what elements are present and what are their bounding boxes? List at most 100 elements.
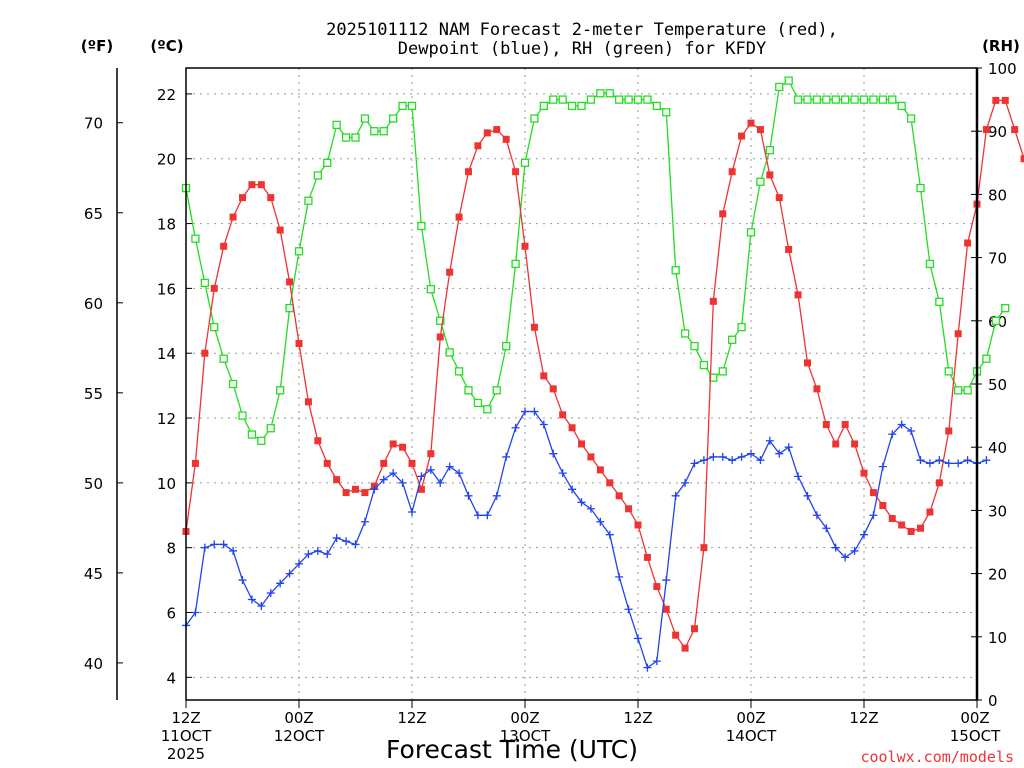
dewpoint-point [549, 449, 558, 458]
temperature-point [455, 213, 463, 221]
rh-point [1001, 304, 1010, 313]
axes: 40 45 50 55 60 65 70 4 6 8 10 12 14 16 18 20 22 0 10 20 30 40… [84, 60, 1017, 763]
dewpoint-point [586, 504, 595, 513]
temperature-point [286, 278, 294, 286]
rh-point [228, 379, 238, 389]
temperature-point [766, 171, 774, 179]
rh-point [238, 411, 247, 420]
temperature-point [304, 398, 312, 406]
dewpoint-point [455, 469, 464, 478]
temperature-point [540, 372, 548, 380]
temperature-point [615, 492, 623, 500]
dewpoint-point [577, 498, 586, 507]
temperature-point [530, 323, 538, 331]
rh-point [954, 386, 963, 395]
celsius-unit-label: (ºC) [150, 37, 183, 55]
celsius-tick-label: 20 [157, 151, 176, 169]
dewpoint-point [643, 663, 652, 672]
celsius-tick-label: 18 [157, 216, 176, 234]
dewpoint-point [539, 420, 548, 429]
x-tick-label: 15OCT [950, 727, 1001, 745]
dewpoint-point [473, 511, 482, 520]
dewpoint-point [671, 491, 680, 500]
rh-point [473, 398, 483, 408]
x-tick-label: 12OCT [274, 727, 325, 745]
fahrenheit-tick-label: 40 [84, 655, 103, 673]
temperature-point [662, 605, 670, 613]
rh-point [869, 95, 878, 104]
fahrenheit-tick-label: 65 [84, 205, 103, 223]
rh-point [671, 266, 680, 275]
dewpoint-point [709, 452, 718, 461]
rh-tick-label: 20 [988, 566, 1007, 584]
dewpoint-point [483, 511, 492, 520]
dewpoint-point [285, 569, 294, 578]
rh-tick-label: 30 [988, 502, 1007, 520]
dewpoint-point [342, 537, 351, 546]
temperature-point [681, 644, 689, 652]
plot-frame [185, 67, 979, 701]
dewpoint-point [869, 511, 878, 520]
rh-point [888, 95, 897, 104]
temperature-point [502, 135, 510, 143]
dewpoint-point [681, 478, 690, 487]
temperature-point [860, 469, 868, 477]
rh-point [935, 297, 944, 306]
rh-point [633, 95, 643, 104]
chart-title-line2: Dewpoint (blue), RH (green) for KFDY [398, 39, 766, 59]
rh-point [859, 95, 869, 104]
x-tick-label: 11OCT [161, 727, 212, 745]
rh-point [652, 101, 661, 111]
dewpoint-point [624, 605, 633, 614]
x-tick-label: 12Z [623, 709, 652, 727]
rh-point [294, 247, 304, 256]
temperature-point [512, 168, 520, 176]
rh-point [803, 95, 812, 104]
x-tick-label: 00Z [736, 709, 765, 727]
dewpoint-point [389, 469, 398, 478]
dewpoint-point [756, 456, 765, 465]
rh-point [285, 304, 294, 313]
rh-point [200, 278, 209, 288]
temperature-point [521, 242, 529, 250]
dewpoint-point [313, 546, 322, 555]
rh-point [737, 322, 746, 332]
temperature-point [465, 168, 472, 176]
dewpoint-point [718, 452, 727, 461]
rh-point [417, 221, 426, 231]
temperature-point [869, 489, 877, 497]
dewpoint-point [200, 543, 209, 552]
temperature-point [1001, 96, 1009, 104]
rh-point [690, 341, 699, 351]
rh-point [643, 95, 652, 104]
temperature-point [210, 284, 218, 292]
rh-point [483, 405, 492, 414]
rh-point [982, 354, 991, 363]
temperature-point [954, 330, 962, 338]
dewpoint-point [850, 546, 859, 555]
rh-point [944, 367, 953, 376]
dewpoint-point [916, 456, 925, 465]
rh-point [454, 367, 464, 376]
rh-point [464, 386, 473, 395]
temperature-point [992, 96, 1000, 104]
x-tick-label: 00Z [510, 709, 539, 727]
dewpoint-point [596, 517, 605, 526]
dewpoint-point [521, 407, 529, 416]
dewpoint-point [803, 491, 812, 500]
fahrenheit-tick-label: 50 [84, 475, 103, 493]
rh-point [445, 348, 454, 357]
rh-point [436, 316, 445, 325]
temperature-point [747, 119, 755, 127]
temperature-point [907, 527, 915, 535]
dewpoint-point [822, 524, 831, 533]
dewpoint-point [436, 478, 445, 487]
rh-point [812, 95, 822, 104]
rh-point [718, 367, 727, 376]
temperature-point [559, 411, 567, 419]
rh-point [219, 354, 228, 363]
chart-title-line1: 2025101112 NAM Forecast 2-meter Temperat… [326, 20, 838, 40]
dewpoint-point [860, 530, 868, 539]
dewpoint-point [925, 459, 934, 468]
x-axis-label: Forecast Time (UTC) [386, 735, 638, 764]
